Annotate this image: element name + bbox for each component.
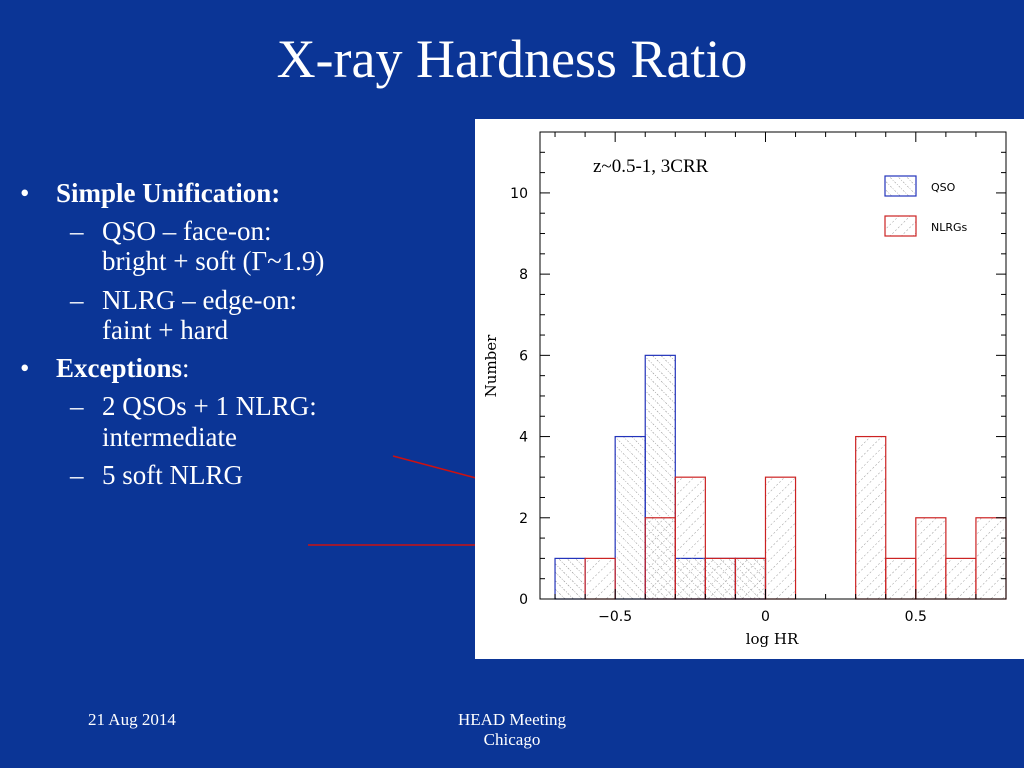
sub-bullet-line: 2 QSOs + 1 NLRG:: [102, 391, 317, 422]
sub-bullet-qso: – QSO – face-on: bright + soft (Γ~1.9): [70, 216, 440, 276]
bar-nlrgs-2: [674, 476, 706, 600]
footer-event-line: Chicago: [483, 730, 541, 750]
bullet-simple-unification: • Simple Unification:: [20, 178, 440, 208]
bullet-marker: •: [20, 178, 30, 208]
bar-nlrgs-6: [855, 435, 887, 600]
bar-qso-1: [614, 435, 646, 600]
bullet-suffix: :: [182, 353, 190, 384]
hardness-ratio-histogram: 0 2 4 6 8 10 −0.5 0 0.5 z~0.5-1, 3CRR log HR Num…: [482, 131, 1007, 648]
x-tick-label: −0.5: [598, 609, 632, 625]
y-axis-label: Number: [482, 334, 500, 397]
y-tick-label: 6: [519, 348, 528, 364]
bullet-exceptions: • Exceptions:: [20, 353, 440, 383]
bullet-heading: Simple Unification:: [56, 178, 281, 208]
sub-bullet-line: 5 soft NLRG: [102, 459, 243, 490]
histogram-panel: 0 2 4 6 8 10 −0.5 0 0.5 z~0.5-1, 3CRR log HR Num…: [475, 119, 1024, 659]
bullet-text: Simple Unification:: [56, 178, 280, 208]
chart-legend: QSO NLRGs: [884, 175, 968, 237]
x-axis-label: log HR: [746, 630, 799, 648]
sub-bullet-line: QSO – face-on:: [102, 216, 272, 247]
sub-bullet-line: bright + soft (Γ~1.9): [102, 246, 325, 277]
footer-event-line: HEAD Meeting: [457, 710, 567, 729]
chart-annotation: z~0.5-1, 3CRR: [593, 156, 709, 177]
bar-nlrgs-5: [764, 476, 797, 600]
legend-label-qso: QSO: [931, 181, 956, 194]
bullet-list: • Simple Unification: – QSO – face-on: b…: [20, 178, 440, 498]
y-tick-label: 2: [519, 511, 528, 527]
bar-nlrgs-9: [945, 557, 977, 600]
sub-bullet-marker: –: [70, 459, 84, 490]
bullet-text: Exceptions:: [56, 353, 190, 383]
bullet-heading: Exceptions: [56, 353, 183, 384]
y-tick-label: 4: [519, 430, 528, 446]
y-tick-label: 10: [510, 186, 528, 202]
bar-nlrgs-7: [885, 557, 917, 600]
legend-label-nlrgs: NLRGs: [931, 221, 968, 234]
sub-bullet-line: NLRG – edge-on:: [102, 284, 297, 315]
y-tick-label: 0: [519, 592, 528, 608]
footer-event: HEAD Meeting Chicago: [412, 710, 612, 751]
ticks-layer: 0 2 4 6 8 10 −0.5 0 0.5: [510, 131, 1007, 625]
sub-bullet-marker: –: [70, 284, 84, 315]
slide-title: X-ray Hardness Ratio: [276, 29, 748, 89]
sub-bullet-nlrg: – NLRG – edge-on: faint + hard: [70, 285, 440, 345]
x-tick-label: 0: [761, 609, 770, 625]
footer-date: 21 Aug 2014: [88, 710, 176, 729]
sub-bullet-intermediate: – 2 QSOs + 1 NLRG: intermediate: [70, 391, 440, 451]
bar-nlrgs-1: [644, 517, 676, 600]
sub-bullet-soft-nlrg: – 5 soft NLRG: [70, 460, 440, 490]
bar-nlrgs-8: [915, 517, 947, 600]
sub-bullet-line: intermediate: [102, 421, 237, 452]
legend-swatch-nlrgs: [884, 215, 917, 237]
sub-bullet-marker: –: [70, 216, 84, 247]
bar-nlrgs-4: [734, 557, 767, 600]
plot-frame: [539, 131, 1007, 600]
bar-qso-0: [554, 557, 586, 600]
x-tick-label: 0.5: [905, 609, 927, 625]
sub-bullet-line: faint + hard: [102, 314, 229, 345]
bullet-marker: •: [20, 353, 30, 384]
sub-bullet-marker: –: [70, 391, 84, 422]
bars-layer: [554, 354, 1007, 600]
legend-swatch-qso: [884, 175, 917, 197]
bar-nlrgs-3: [704, 557, 737, 600]
y-tick-label: 8: [519, 267, 528, 283]
bar-nlrgs-0: [584, 557, 616, 600]
